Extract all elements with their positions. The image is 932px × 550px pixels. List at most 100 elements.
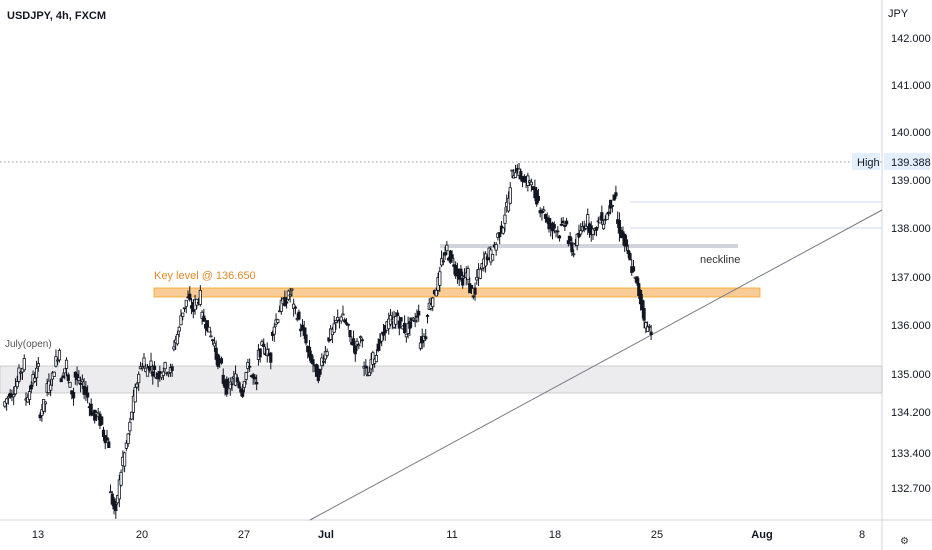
candle-body — [478, 268, 482, 279]
trendline[interactable] — [309, 209, 883, 521]
candle-body — [645, 326, 650, 332]
candle-body — [40, 409, 44, 416]
settings-icon[interactable]: ⚙ — [900, 536, 909, 547]
candle-body — [209, 335, 213, 338]
candle-body — [471, 295, 475, 298]
candle-body — [75, 373, 79, 381]
candle-body — [598, 218, 602, 224]
x-tick-label: 11 — [446, 529, 457, 541]
candle-body — [29, 384, 33, 390]
high-label: High — [857, 157, 880, 169]
candle-body — [3, 401, 7, 407]
candle-body — [494, 244, 498, 251]
candle-body — [529, 181, 533, 186]
candle-body — [485, 256, 489, 261]
candle-body — [381, 331, 386, 336]
candle-body — [417, 310, 421, 316]
candle-body — [80, 379, 84, 383]
candle-body — [279, 299, 283, 312]
candle-body — [302, 327, 306, 336]
candle-body — [258, 348, 262, 358]
y-tick-label: 142.000 — [891, 33, 931, 45]
y-tick-label: 141.000 — [891, 80, 931, 92]
candle-body — [288, 294, 292, 297]
candle-body — [395, 312, 400, 317]
candle-body — [63, 368, 67, 374]
candle-body — [89, 403, 93, 416]
candle-body — [19, 371, 23, 374]
candle-body — [235, 377, 239, 383]
candle-body — [54, 356, 58, 367]
candle-body — [140, 366, 144, 369]
candle-body — [540, 210, 544, 214]
candle-body — [591, 228, 595, 235]
candle-body — [360, 339, 364, 342]
neckline-line[interactable] — [440, 244, 738, 248]
key-level-zone[interactable] — [153, 287, 761, 298]
candle-body — [376, 343, 380, 351]
candle-body — [101, 429, 106, 437]
candle-body — [230, 383, 234, 386]
candle-body — [475, 276, 479, 281]
candle-body — [151, 371, 155, 377]
candles[interactable] — [3, 162, 653, 519]
candle-body — [20, 368, 25, 373]
candle-body — [292, 303, 296, 309]
candle-body — [78, 382, 83, 385]
y-tick-label: 140.000 — [891, 127, 931, 139]
candle-body — [198, 290, 202, 305]
candle-body — [145, 367, 150, 377]
candle-body — [64, 359, 69, 369]
candle-body — [205, 320, 209, 332]
candle-body — [612, 194, 616, 201]
candle-body — [214, 347, 218, 360]
candle-body — [424, 336, 428, 340]
candle-body — [418, 342, 423, 349]
candle-body — [200, 311, 204, 319]
candle-body — [411, 317, 416, 321]
candle-body — [491, 253, 495, 261]
candle-body — [172, 346, 176, 350]
candle-body — [563, 225, 567, 227]
candle-body — [601, 223, 606, 230]
high-price-bg — [884, 153, 930, 170]
candle-body — [260, 341, 264, 346]
x-tick-label: 27 — [238, 529, 250, 541]
candle-body — [441, 260, 445, 263]
candle-body — [108, 491, 113, 494]
candle-body — [513, 172, 518, 178]
candle-body — [561, 220, 565, 224]
candle-body — [15, 381, 19, 388]
candle-body — [52, 371, 56, 377]
candle-body — [130, 411, 134, 420]
candle-body — [344, 322, 349, 325]
candle-body — [552, 224, 556, 229]
candle-body — [300, 324, 305, 330]
candle-body — [248, 365, 252, 368]
candle-body — [461, 277, 465, 286]
candle-body — [522, 176, 526, 183]
candle-body — [367, 371, 371, 376]
candle-body — [131, 395, 136, 413]
support-zone[interactable] — [0, 365, 883, 394]
candle-body — [353, 345, 357, 355]
candle-body — [339, 316, 343, 322]
candle-body — [251, 374, 255, 379]
candle-body — [147, 365, 151, 371]
candle-body — [564, 220, 569, 225]
candle-body — [466, 268, 470, 280]
candle-body — [607, 211, 611, 214]
candle-body — [617, 220, 622, 234]
candle-body — [394, 316, 398, 325]
candle-body — [161, 371, 165, 376]
candle-body — [399, 317, 403, 322]
candle-body — [133, 386, 137, 403]
candle-body — [341, 313, 345, 316]
time-axis-ticks: 13 20 27 Jul 11 18 25 Aug 8 — [32, 529, 865, 541]
candle-body — [43, 401, 47, 405]
candle-body — [188, 293, 192, 301]
candle-body — [219, 358, 224, 364]
candle-body — [568, 236, 572, 242]
candle-body — [415, 315, 419, 318]
